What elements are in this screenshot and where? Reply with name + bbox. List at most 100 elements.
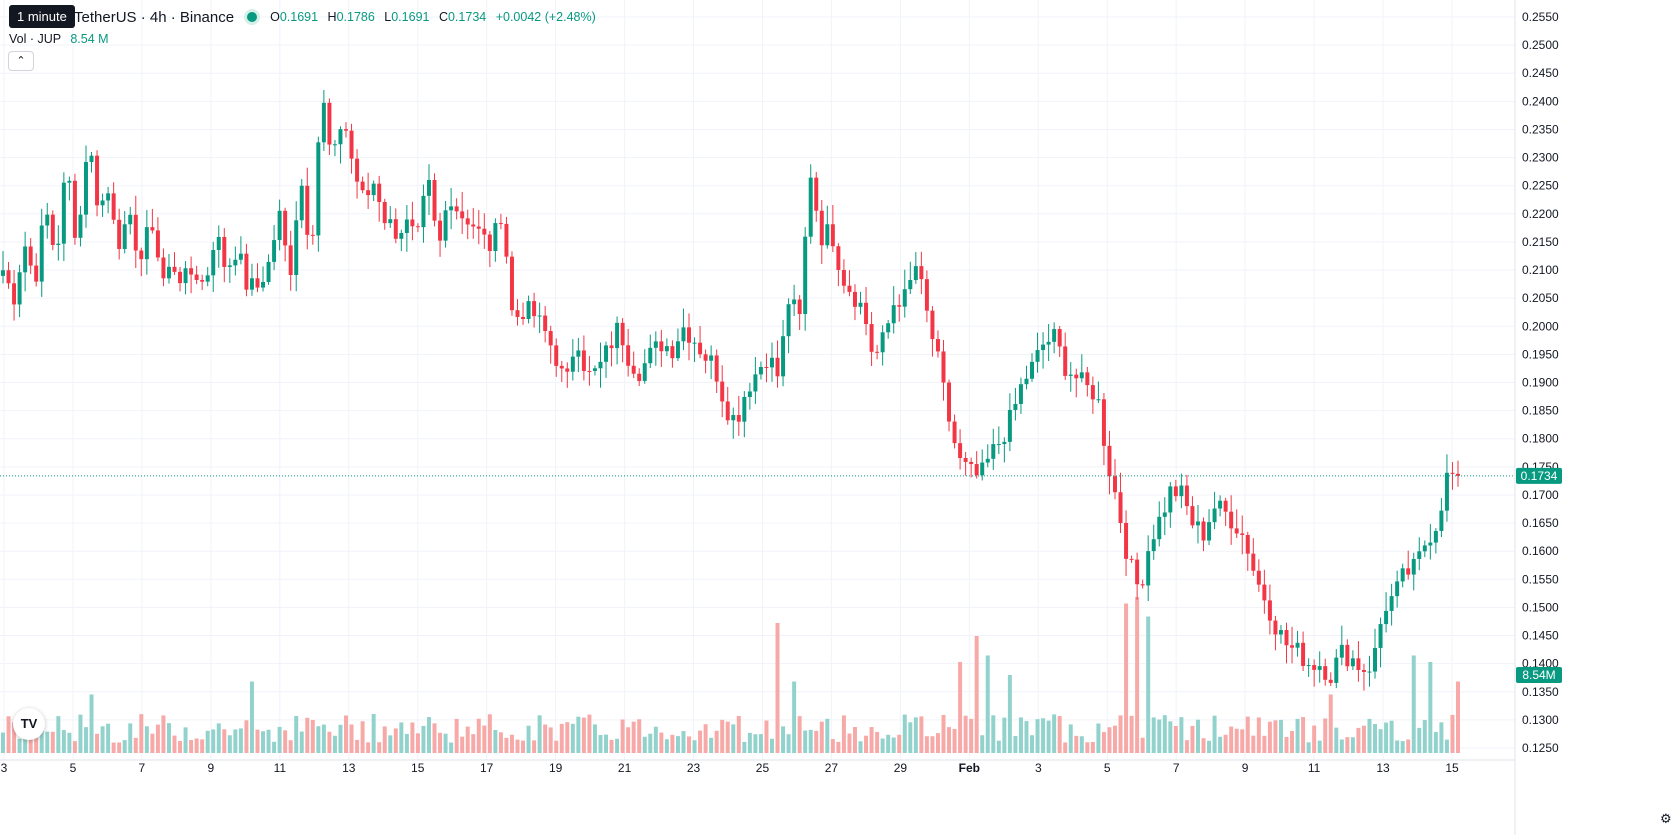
volume-bar — [410, 722, 415, 753]
candle-body — [880, 332, 885, 353]
volume-bar — [548, 727, 553, 753]
candle-body — [758, 367, 763, 375]
tradingview-logo-icon[interactable]: TV — [13, 708, 45, 740]
volume-bar — [1113, 725, 1117, 753]
candle-body — [509, 256, 514, 311]
ohlc-values: O0.1691 H0.1786 L0.1691 C0.1734 +0.0042 … — [270, 10, 602, 24]
volume-bar — [216, 723, 221, 753]
price-tick-label: 0.1600 — [1522, 544, 1559, 558]
volume-bar — [393, 728, 398, 753]
candle-body — [814, 177, 819, 211]
volume-bar — [1356, 727, 1361, 753]
volume-bar — [869, 727, 874, 753]
volume-bar — [1013, 736, 1018, 753]
time-axis: 3 5 7 9 11 13 15 17 19 21 23 25 27 29 Feb 3 5 7 9 11 13 15 — [1, 761, 1459, 775]
volume-bar — [758, 734, 763, 753]
volume-bar — [559, 723, 564, 753]
candle-body — [1400, 568, 1405, 582]
candle-body — [753, 374, 758, 392]
candle-body — [122, 224, 127, 249]
volume-bar — [39, 727, 44, 753]
volume-bar — [969, 718, 974, 753]
candle-body — [227, 265, 232, 267]
candle-body — [526, 301, 531, 320]
volume-bar — [836, 741, 841, 753]
volume-bar — [144, 726, 149, 753]
volume-bar — [747, 732, 752, 753]
candle-body — [626, 345, 631, 366]
candle-body — [465, 218, 470, 225]
candle-body — [106, 193, 111, 201]
price-tick-label: 0.1450 — [1522, 629, 1559, 643]
price-tick-label: 0.1300 — [1522, 713, 1559, 727]
volume-bar — [980, 735, 985, 753]
volume-bar — [34, 731, 39, 753]
time-tick-label: 15 — [1445, 761, 1459, 775]
candle-body — [570, 356, 575, 372]
price-tick-label: 0.2150 — [1522, 235, 1559, 249]
volume-bar — [1256, 717, 1261, 753]
volume-bar — [1184, 740, 1189, 753]
volume-bar — [509, 734, 514, 753]
candle-body — [1157, 516, 1162, 540]
volume-bar — [128, 723, 133, 753]
volume-bar — [1406, 739, 1411, 753]
volume-bar — [670, 734, 675, 753]
volume-bar — [1, 732, 5, 753]
symbol-title[interactable]: TetherUS · 4h · Binance — [74, 8, 235, 26]
candle-body — [598, 361, 603, 369]
candle-body — [1168, 486, 1173, 513]
volume-bar — [1007, 675, 1012, 753]
time-tick-label: 15 — [411, 761, 425, 775]
candle-body — [897, 305, 902, 307]
candle-body — [1063, 346, 1068, 376]
volume-bar — [664, 739, 669, 753]
candle-body — [565, 368, 570, 372]
volume-bar — [1433, 732, 1438, 753]
volume-bar — [1107, 727, 1112, 753]
candle-body — [111, 193, 116, 220]
time-tick-label: 3 — [1035, 761, 1042, 775]
volume-bar — [255, 729, 260, 753]
volume-bar — [498, 732, 503, 753]
candle-body — [930, 310, 935, 340]
candle-body — [615, 322, 620, 349]
volume-bar — [211, 729, 216, 753]
volume-bar — [742, 741, 747, 753]
volume-bar — [941, 714, 946, 753]
candle-body — [720, 381, 725, 402]
volume-bar — [332, 735, 337, 753]
time-tick-label: 9 — [1242, 761, 1249, 775]
candle-body — [487, 234, 492, 251]
candle-body — [797, 299, 802, 315]
volume-bar — [399, 722, 404, 753]
candle-body — [12, 283, 17, 305]
candle-body — [1356, 658, 1361, 671]
candle-body — [1373, 647, 1378, 672]
volume-bar — [1450, 714, 1455, 753]
candle-body — [1251, 553, 1256, 571]
ohlc-low-key: L — [384, 10, 392, 24]
time-tick-label: 19 — [549, 761, 563, 775]
collapse-legend-button[interactable]: ⌃ — [8, 51, 34, 71]
candle-body — [1101, 399, 1106, 446]
settings-gear-icon[interactable]: ⚙ — [1660, 811, 1672, 826]
volume-bar — [261, 731, 266, 753]
volume-bar — [897, 734, 902, 753]
volume-bar — [1284, 736, 1289, 753]
volume-bar — [404, 733, 409, 753]
candle-body — [847, 285, 852, 292]
candle-body — [128, 214, 133, 225]
candle-body — [1456, 473, 1460, 476]
market-status-icon[interactable] — [244, 9, 261, 25]
candle-body — [161, 257, 166, 279]
volume-bar — [233, 729, 238, 753]
volume-bar — [880, 738, 885, 753]
volume-bar — [1002, 717, 1007, 753]
candle-body — [1223, 500, 1228, 512]
volume-bar — [570, 723, 575, 753]
candle-body — [725, 401, 730, 421]
price-tick-label: 0.2300 — [1522, 151, 1559, 165]
volume-bar — [366, 742, 371, 753]
